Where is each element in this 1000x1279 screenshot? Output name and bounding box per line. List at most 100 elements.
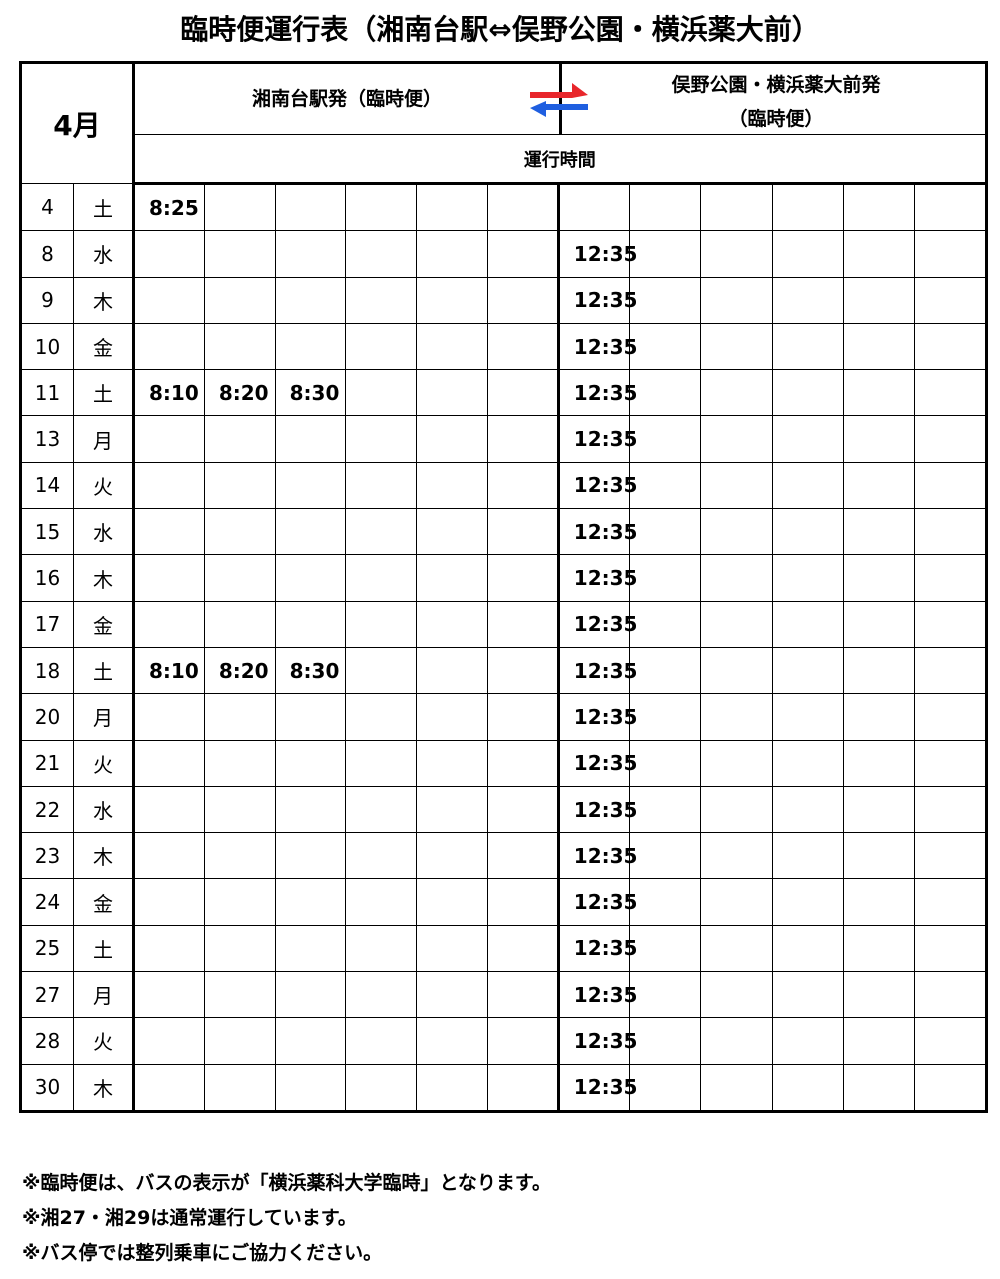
outbound-time-cell — [133, 461, 205, 510]
table-row: 8 水 12:35 — [20, 230, 987, 278]
return-header-line2: （臨時便） — [728, 108, 824, 130]
return-time-cell: 12:35 — [556, 276, 637, 324]
return-time-cell — [771, 369, 844, 417]
outbound-time-cell — [133, 832, 205, 880]
return-time-cell — [771, 322, 844, 371]
return-time-cell — [629, 508, 702, 556]
return-time-cell — [629, 415, 702, 463]
return-time-cell — [629, 693, 702, 741]
outbound-time-cell — [133, 693, 205, 741]
outbound-time-cell — [345, 508, 418, 556]
weekday-cell: 土 — [72, 369, 136, 417]
return-time-cell — [914, 739, 987, 787]
return-time-cell — [771, 600, 844, 648]
outbound-time-cell — [416, 1017, 488, 1065]
outbound-time-cell — [203, 276, 276, 324]
return-time-cell — [629, 971, 702, 1019]
outbound-time-cell — [416, 182, 488, 232]
weekday-cell: 金 — [72, 600, 136, 648]
table-row: 25 土 12:35 — [20, 924, 987, 973]
operating-time-header: 運行時間 — [133, 134, 987, 185]
table-row: 9 木 12:35 — [20, 276, 987, 324]
outbound-time-cell — [487, 878, 559, 926]
outbound-time-cell — [487, 461, 559, 510]
outbound-time-cell — [416, 646, 488, 695]
return-time-cell — [771, 878, 844, 926]
return-time-cell — [914, 322, 987, 371]
outbound-time-cell — [274, 182, 347, 232]
return-time-cell — [914, 832, 987, 880]
return-time-cell — [700, 508, 773, 556]
return-time-cell — [914, 508, 987, 556]
outbound-time-cell — [416, 739, 488, 787]
return-time-cell — [556, 182, 631, 232]
return-time-cell — [914, 461, 987, 510]
outbound-time-cell — [487, 508, 559, 556]
return-time-cell — [700, 832, 773, 880]
outbound-time-cell — [416, 230, 488, 278]
outbound-time-cell — [416, 1063, 488, 1112]
notes: ※臨時便は、バスの表示が「横浜薬科大学臨時」となります。 ※湘27・湘29は通常… — [22, 1166, 551, 1271]
return-time-cell: 12:35 — [556, 646, 637, 695]
return-time-cell — [914, 646, 987, 695]
return-time-cell — [914, 369, 987, 417]
day-cell: 14 — [20, 461, 74, 510]
return-time-cell — [914, 924, 987, 973]
weekday-cell: 木 — [72, 1063, 136, 1112]
day-cell: 22 — [20, 785, 74, 834]
weekday-cell: 木 — [72, 276, 136, 324]
return-time-cell: 12:35 — [556, 600, 637, 648]
return-time-cell — [914, 785, 987, 834]
outbound-time-cell — [203, 508, 276, 556]
return-time-cell — [842, 832, 916, 880]
return-time-cell — [771, 646, 844, 695]
table-row: 15 水 12:35 — [20, 508, 987, 556]
outbound-time-cell — [274, 322, 347, 371]
return-time-cell: 12:35 — [556, 322, 637, 371]
day-cell: 27 — [20, 971, 74, 1019]
outbound-time-cell — [203, 415, 276, 463]
return-time-cell — [700, 276, 773, 324]
day-cell: 15 — [20, 508, 74, 556]
return-time-cell: 12:35 — [556, 924, 637, 973]
outbound-time-cell — [416, 369, 488, 417]
outbound-time-cell: 8:20 — [203, 369, 276, 417]
return-time-cell — [629, 554, 702, 602]
return-time-cell — [629, 878, 702, 926]
table-row: 24 金 12:35 — [20, 878, 987, 926]
outbound-time-cell — [416, 461, 488, 510]
weekday-cell: 月 — [72, 415, 136, 463]
return-time-cell — [842, 739, 916, 787]
page-title: 臨時便運行表（湘南台駅⇔俣野公園・横浜薬大前） — [180, 13, 820, 46]
return-time-cell — [914, 554, 987, 602]
return-time-cell — [771, 230, 844, 278]
return-time-cell — [914, 971, 987, 1019]
return-time-cell — [771, 971, 844, 1019]
return-time-cell — [700, 230, 773, 278]
outbound-time-cell — [487, 322, 559, 371]
return-time-cell — [842, 554, 916, 602]
outbound-time-cell — [274, 276, 347, 324]
return-time-cell — [914, 878, 987, 926]
outbound-time-cell — [416, 785, 488, 834]
return-time-cell — [914, 230, 987, 278]
return-time-cell: 12:35 — [556, 739, 637, 787]
outbound-time-cell — [345, 646, 418, 695]
outbound-time-cell — [133, 1017, 205, 1065]
return-time-cell — [629, 182, 702, 232]
return-time-cell: 12:35 — [556, 785, 637, 834]
day-cell: 23 — [20, 832, 74, 880]
return-time-cell — [629, 322, 702, 371]
return-time-cell — [842, 600, 916, 648]
return-time-cell: 12:35 — [556, 1063, 637, 1112]
outbound-time-cell — [345, 369, 418, 417]
outbound-time-cell — [416, 508, 488, 556]
return-time-cell — [771, 832, 844, 880]
weekday-cell: 木 — [72, 554, 136, 602]
outbound-time-cell — [274, 971, 347, 1019]
return-time-cell — [771, 508, 844, 556]
return-time-cell — [629, 646, 702, 695]
return-time-cell — [629, 832, 702, 880]
outbound-time-cell — [487, 1017, 559, 1065]
weekday-cell: 火 — [72, 1017, 136, 1065]
